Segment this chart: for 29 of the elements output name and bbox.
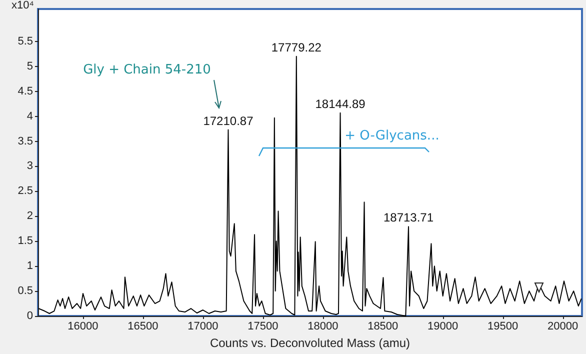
x-tick-label: 18000 — [308, 320, 338, 332]
x-tick-label: 17000 — [188, 320, 218, 332]
annotation: 18144.89 — [315, 96, 366, 111]
x-tick-label: 17500 — [248, 320, 278, 332]
annotation: 17779.22 — [271, 40, 322, 54]
y-tick-label: 3 — [26, 160, 33, 172]
y-tick-label: 1 — [26, 260, 33, 272]
y-tick-label: 0 — [26, 310, 33, 322]
annotation: Gly + Chain 54-210 — [83, 62, 211, 78]
y-tick-label: 2.5 — [18, 185, 33, 198]
x-tick-label: 19500 — [488, 320, 518, 332]
y-tick-label: 1.5 — [18, 235, 33, 248]
annotation: + O-Glycans... — [344, 128, 440, 144]
y-tick-label: 0.5 — [18, 285, 33, 298]
x-tick-label: 20000 — [548, 320, 578, 332]
y-tick-label: 5 — [26, 60, 33, 72]
y-axis-title: x10⁴ — [12, 0, 34, 12]
y-tick-label: 2 — [26, 210, 33, 222]
y-tick-label: 4 — [26, 110, 33, 122]
x-axis-title: Counts vs. Deconvoluted Mass (amu) — [210, 336, 410, 350]
x-tick-label: 19000 — [428, 320, 458, 332]
x-tick-label: 16500 — [128, 320, 158, 332]
x-tick-label: 18500 — [368, 320, 398, 332]
x-tick-label: 16000 — [68, 320, 98, 332]
annotation: 18713.71 — [383, 210, 434, 225]
y-tick-label: 3.5 — [18, 135, 33, 148]
y-tick-label: 4.5 — [18, 85, 33, 98]
annotation: 17210.87 — [203, 114, 254, 128]
y-tick-label: 5.5 — [18, 35, 33, 48]
